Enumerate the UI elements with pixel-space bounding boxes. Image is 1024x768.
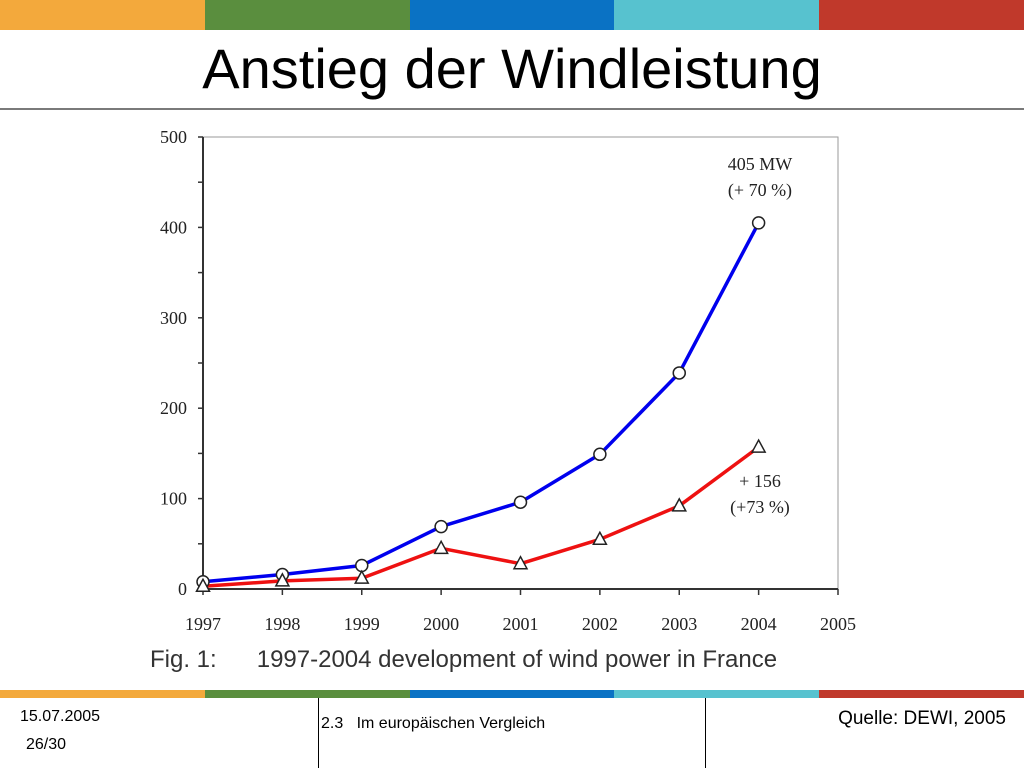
band-blue-bottom [409, 690, 615, 698]
band-green-bottom [204, 690, 410, 698]
band-red [819, 0, 1024, 30]
series-line-1 [202, 222, 761, 584]
band-cyan [614, 0, 820, 30]
chart-annotation: (+73 %) [730, 497, 790, 518]
band-cyan-bottom [614, 690, 820, 698]
caption-text: 1997-2004 development of wind power in F… [256, 646, 778, 673]
y-tick-label: 100 [160, 489, 187, 509]
band-blue [409, 0, 615, 30]
data-point-triangle [195, 577, 211, 593]
data-point-triangle [592, 530, 608, 546]
data-point-circle [434, 519, 448, 534]
x-tick-label: 2005 [820, 614, 856, 634]
chart-annotation: + 156 [739, 471, 781, 491]
top-color-band [0, 0, 1024, 30]
data-point-triangle [353, 569, 370, 584]
footer-date: 15.07.2005 [20, 708, 101, 725]
data-point-triangle [750, 438, 767, 453]
y-tick-label: 400 [160, 217, 187, 237]
x-tick-label: 1997 [185, 614, 221, 634]
x-tick-label: 1999 [344, 614, 380, 634]
figure-caption: Fig. 1: 1997-2004 development of wind po… [150, 646, 777, 674]
band-green [204, 0, 410, 30]
chart-annotation: (+ 70 %) [728, 180, 792, 201]
series-line-2 [202, 445, 760, 589]
data-point-circle [513, 495, 528, 509]
slide-title: Anstieg der Windleistung [202, 37, 822, 100]
data-point-circle [593, 447, 607, 462]
plot-frame [202, 136, 839, 590]
bottom-color-band [0, 690, 1024, 698]
x-tick-label: 2000 [423, 614, 459, 634]
data-point-circle [751, 216, 766, 230]
x-tick-label: 2002 [582, 614, 618, 634]
band-orange-bottom [0, 690, 205, 698]
footer-source: Quelle: DEWI, 2005 [838, 708, 1006, 729]
chart-annotation: 405 MW [728, 154, 793, 174]
y-tick-label: 200 [160, 398, 187, 418]
band-red-bottom [819, 690, 1024, 698]
footer-page-number: 26/30 [26, 736, 67, 753]
title-divider [0, 108, 1024, 110]
y-tick-label: 500 [160, 127, 187, 147]
y-tick-label: 0 [178, 579, 187, 599]
caption-fig-label: Fig. 1: [150, 646, 217, 673]
x-tick-label: 1998 [264, 614, 300, 634]
y-tick-label: 300 [160, 308, 187, 328]
data-point-triangle [671, 497, 688, 512]
x-tick-label: 2004 [741, 614, 777, 634]
data-point-circle [672, 366, 686, 380]
x-tick-label: 2001 [503, 614, 539, 634]
data-point-triangle [512, 555, 529, 570]
band-orange [0, 0, 205, 30]
data-point-triangle [433, 539, 449, 555]
x-tick-label: 2003 [661, 614, 697, 634]
footer-section-title: 2.3 Im europäischen Vergleich [321, 715, 546, 732]
data-point-triangle [274, 572, 291, 587]
footer-divider-left [318, 698, 319, 768]
wind-power-line-chart: 0 100 200 300 400 500 1997 1998 1999 2000 2001 2002… [160, 127, 856, 634]
footer-divider-right [705, 698, 706, 768]
